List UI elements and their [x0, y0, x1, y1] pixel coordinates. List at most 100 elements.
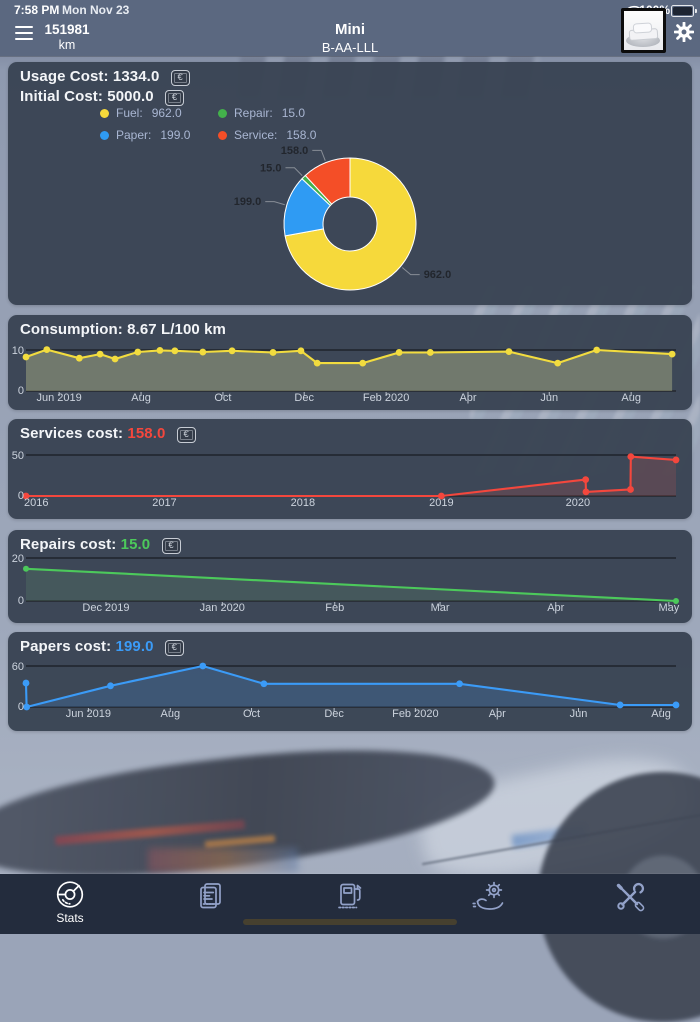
- usage-cost-title: Usage Cost: 1334.0 €: [20, 68, 190, 86]
- svg-text:Feb 2020: Feb 2020: [363, 392, 409, 404]
- consumption-panel: 10 0 Jun 2019 Aug Oct Dec Feb 2020 Apr Jun Aug Co…: [8, 315, 692, 410]
- svg-text:Mar: Mar: [431, 602, 450, 614]
- svg-text:0: 0: [18, 385, 24, 397]
- svg-text:2019: 2019: [429, 497, 453, 509]
- services-cost-panel: 50 0 2016 2017 2018 2019 2020 Services cost: 1…: [8, 419, 692, 519]
- svg-text:May: May: [658, 602, 679, 614]
- svg-text:20: 20: [12, 553, 24, 565]
- svg-text:0: 0: [18, 490, 24, 502]
- consumption-title: Consumption: 8.67 L/100 km: [20, 321, 226, 338]
- fuel-pump-icon: [338, 883, 362, 909]
- odometer: 151981 km: [36, 22, 98, 53]
- header: 7:58 PM Mon Nov 23 100% 151981 km Mini B…: [0, 0, 700, 56]
- svg-text:Oct: Oct: [214, 392, 231, 404]
- currency-euro-badge[interactable]: €: [161, 538, 181, 554]
- taillight-color-bits: [148, 848, 298, 872]
- svg-text:Jun 2019: Jun 2019: [66, 708, 111, 720]
- tab-stats[interactable]: Stats: [28, 879, 112, 925]
- svg-text:Aug: Aug: [621, 392, 641, 404]
- svg-text:Jun: Jun: [570, 708, 588, 720]
- status-date: Mon Nov 23: [62, 3, 130, 17]
- tab-repairs[interactable]: [588, 879, 672, 912]
- gear-icon[interactable]: [673, 21, 695, 43]
- services-cost-label: Services cost:: [20, 425, 124, 442]
- fuel-color-dot: [100, 109, 109, 118]
- svg-text:Apr: Apr: [547, 602, 564, 614]
- initial-cost-title: Initial Cost: 5000.0 €: [20, 88, 185, 106]
- documents-icon: [200, 883, 221, 909]
- car-avatar[interactable]: [621, 8, 666, 53]
- papers-cost-title: Papers cost: 199.0 €: [20, 638, 184, 656]
- usage-cost-donut-chart: 962.0 199.0 15.0 158.0: [8, 62, 692, 310]
- vehicle-name: Mini: [335, 21, 365, 38]
- license-plate: B-AA-LLL: [321, 39, 379, 55]
- initial-cost-label: Initial Cost:: [20, 88, 103, 105]
- usage-cost-panel: 962.0 199.0 15.0 158.0 Usage Cost: 1334.0 €…: [8, 62, 692, 305]
- battery-icon: [671, 5, 697, 17]
- repairs-cost-value: 15.0: [120, 536, 151, 553]
- currency-euro-badge[interactable]: €: [164, 640, 184, 656]
- svg-text:Apr: Apr: [459, 392, 476, 404]
- svg-text:10: 10: [12, 345, 24, 357]
- svg-text:50: 50: [12, 450, 24, 462]
- repairs-cost-title: Repairs cost: 15.0 €: [20, 536, 181, 554]
- services-line-chart: 50 0 2016 2017 2018 2019 2020: [8, 419, 692, 524]
- services-cost-title: Services cost: 158.0 €: [20, 425, 196, 443]
- svg-text:Jan 2020: Jan 2020: [200, 602, 245, 614]
- tab-stats-label: Stats: [56, 911, 84, 925]
- svg-text:Feb: Feb: [325, 602, 344, 614]
- tab-services[interactable]: [448, 879, 532, 912]
- consumption-line-chart: 10 0 Jun 2019 Aug Oct Dec Feb 2020 Apr Jun Aug: [8, 315, 692, 415]
- papers-cost-label: Papers cost:: [20, 638, 112, 655]
- svg-text:Aug: Aug: [161, 708, 181, 720]
- legend-item-repair: Repair: 15.0: [218, 106, 305, 120]
- svg-text:0: 0: [18, 701, 24, 713]
- svg-text:15.0: 15.0: [260, 162, 281, 174]
- odometer-unit: km: [58, 38, 76, 53]
- svg-text:Jun: Jun: [540, 392, 558, 404]
- initial-cost-value: 5000.0: [107, 88, 154, 105]
- service-hand-gear-icon: [472, 881, 504, 910]
- legend-item-service: Service: 158.0: [218, 128, 316, 142]
- svg-text:2016: 2016: [24, 497, 48, 509]
- tab-fuel[interactable]: [308, 879, 392, 912]
- status-time: 7:58 PM: [14, 3, 60, 17]
- papers-cost-value: 199.0: [115, 638, 154, 655]
- home-indicator[interactable]: [243, 919, 457, 925]
- tab-bar: Stats: [0, 874, 700, 934]
- svg-text:Feb 2020: Feb 2020: [392, 708, 438, 720]
- svg-text:2018: 2018: [291, 497, 315, 509]
- services-cost-value: 158.0: [127, 425, 166, 442]
- stats-donut-chart-icon: [56, 881, 84, 908]
- papers-cost-panel: 60 0 Jun 2019 Aug Oct Dec Feb 2020 Apr Jun Aug Pa…: [8, 632, 692, 731]
- service-color-dot: [218, 131, 227, 140]
- svg-text:2017: 2017: [152, 497, 176, 509]
- currency-euro-badge[interactable]: €: [170, 70, 190, 86]
- svg-text:0: 0: [18, 595, 24, 607]
- tools-icon: [616, 882, 645, 912]
- currency-euro-badge[interactable]: €: [176, 427, 196, 443]
- odometer-value: 151981: [44, 22, 90, 37]
- currency-euro-badge[interactable]: €: [165, 90, 185, 106]
- svg-text:Oct: Oct: [243, 708, 260, 720]
- repairs-cost-label: Repairs cost:: [20, 536, 117, 553]
- repairs-line-chart: 20 0 Dec 2019 Jan 2020 Feb Mar Apr May: [8, 530, 692, 628]
- svg-text:Dec: Dec: [324, 708, 344, 720]
- paper-color-dot: [100, 131, 109, 140]
- svg-text:Dec: Dec: [294, 392, 314, 404]
- svg-text:Jun 2019: Jun 2019: [37, 392, 82, 404]
- svg-text:Dec 2019: Dec 2019: [82, 602, 129, 614]
- svg-text:158.0: 158.0: [281, 145, 309, 157]
- usage-cost-label: Usage Cost:: [20, 68, 109, 85]
- svg-text:2020: 2020: [566, 497, 590, 509]
- tab-papers[interactable]: [168, 879, 252, 912]
- hamburger-menu-icon[interactable]: [15, 26, 33, 40]
- svg-text:60: 60: [12, 661, 24, 673]
- repairs-cost-panel: 20 0 Dec 2019 Jan 2020 Feb Mar Apr May Repairs …: [8, 530, 692, 623]
- repair-color-dot: [218, 109, 227, 118]
- svg-text:Aug: Aug: [131, 392, 151, 404]
- svg-text:Apr: Apr: [489, 708, 506, 720]
- svg-text:Aug: Aug: [651, 708, 671, 720]
- usage-cost-value: 1334.0: [112, 68, 160, 85]
- legend-item-fuel: Fuel: 962.0: [100, 106, 182, 120]
